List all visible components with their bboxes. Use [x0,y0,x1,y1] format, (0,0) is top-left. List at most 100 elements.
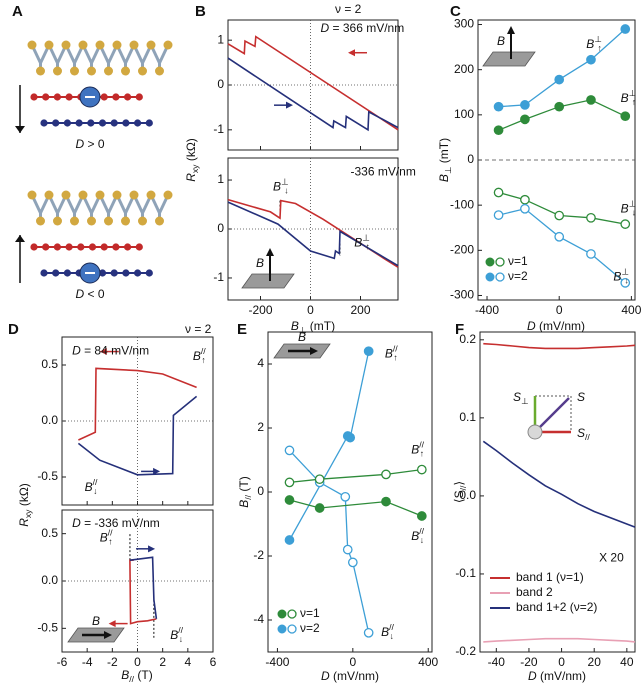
x-tick-label: -200 [248,303,272,317]
y-tick-label: -4 [253,612,264,626]
x-tick-label: 40 [620,655,634,669]
text-part: ⊥ [362,233,370,243]
panel-label: B [195,3,206,20]
arrow-head [15,126,25,133]
atom [110,269,118,277]
text-part: (mV/nm) [536,319,585,333]
atom [112,190,122,200]
text-part: // [585,432,590,442]
atom [77,243,85,251]
text-part: D [72,516,81,530]
y-tick-label: 4 [257,356,264,370]
atom [95,190,105,200]
text-part: S [577,426,585,440]
text-part: S [513,390,521,404]
data-point [314,474,325,485]
text-part: ⊥ [299,325,307,335]
atom [146,190,156,200]
annotation: B//↓ [170,625,183,644]
text-part: ↓ [420,535,424,545]
text-part: ⊥ [521,396,529,406]
series-line [227,57,399,132]
y-axis-label: B// (T) [237,476,253,507]
text-part: ⊥ [443,167,453,175]
data-point [586,95,596,105]
x-tick-label: -400 [475,303,499,317]
legend-marker [287,609,297,619]
text-part: ⊥ [594,34,602,44]
panel-label: F [455,321,464,338]
inset-label: B [497,34,505,48]
atom [65,243,73,251]
y-tick-label: 0.0 [459,488,476,502]
y-tick-label: 2 [257,420,264,434]
annotation: B⊥ ↑ [586,34,602,53]
data-point [554,74,565,85]
spin-ball [527,424,543,440]
atom [155,66,164,76]
atom [36,66,45,76]
atom [65,93,73,101]
inset-label: B [256,256,264,270]
atom [52,269,60,277]
atom [122,269,130,277]
text-part: ↓ [632,208,636,218]
atom [30,243,38,251]
y-tick-label: -100 [450,197,474,211]
atom [138,66,147,76]
panel-label: C [450,3,461,20]
text-part: xy [190,164,200,173]
panel-label: A [12,3,23,20]
atom [40,119,48,127]
legend-marker [277,609,287,619]
x-tick-label: -400 [265,655,289,669]
text-part: // [178,625,183,635]
y-axis-label: Rxy (kΩ) [17,483,33,527]
text-part: (T) [134,668,153,682]
text-part: D [72,344,81,358]
text-part: // [93,477,98,487]
plate [241,273,295,289]
text-part: // [419,440,424,450]
x-tick-label: -4 [82,655,93,669]
data-point [340,491,351,502]
text-part: R [17,518,31,527]
panel-label: E [237,321,247,338]
series-line [129,556,158,620]
text-part: B [621,91,629,105]
inset-label: S [577,390,585,404]
atom [138,216,147,226]
y-tick-label: 0 [217,77,224,91]
data-point [620,219,631,229]
series-line [482,440,636,528]
text-part: ↓ [390,631,394,641]
y-tick-label: -0.5 [37,469,58,483]
atom [124,93,132,101]
inset-label: B [92,614,100,628]
text-part: // [389,622,394,632]
text-part: ↓ [179,634,183,644]
x-tick-label: 200 [350,303,370,317]
legend-marker [277,624,287,634]
x-axis-label: D (mV/nm) [527,319,585,333]
text-part: = 84 mV/nm [81,344,149,358]
arrow-head [348,49,355,57]
text-part: (T) [237,476,251,495]
plate [482,51,536,67]
y-tick-label: 0.5 [41,357,58,371]
annotation: B//↑ [385,344,398,363]
text-part: // [129,674,134,684]
data-point [493,101,504,112]
arrow-head [153,467,161,475]
annotation: B⊥ ↑ [621,88,637,107]
y-tick-label: 0.0 [41,413,58,427]
text-part: B [354,236,362,250]
y-tick-label: 200 [454,62,474,76]
atom [135,243,143,251]
y-axis-label: B⊥ (mT) [437,138,453,182]
annotation: B//↑ [100,528,113,547]
text-part: B [193,349,201,363]
annotation: D = -336 mV/nm [72,516,160,530]
series-line [483,342,636,350]
text-part: (mT) [306,319,335,333]
